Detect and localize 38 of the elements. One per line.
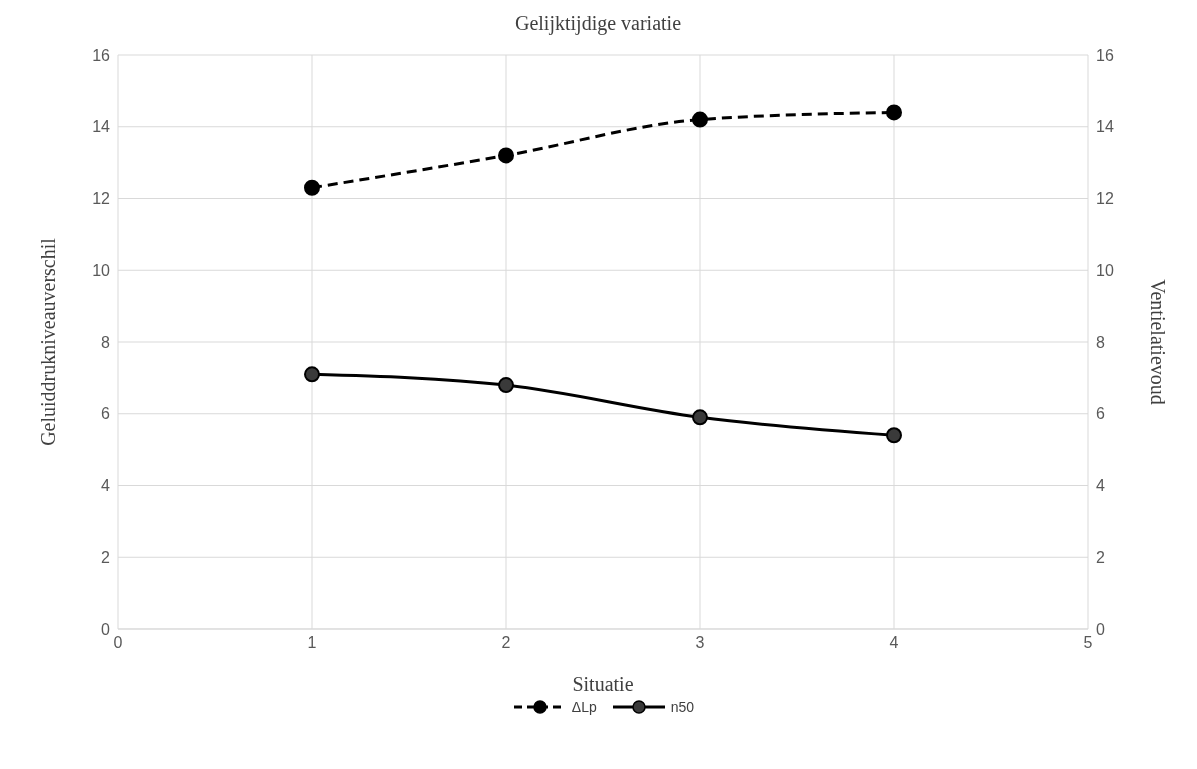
y2-tick-label: 2	[1096, 548, 1105, 566]
point	[886, 104, 902, 121]
y-axis-title: Geluiddrukniveauverschil	[37, 237, 60, 446]
point	[886, 427, 902, 444]
y-tick-label: 6	[101, 405, 111, 423]
y-tick-label: 10	[92, 261, 111, 279]
x-tick-label: 0	[113, 634, 123, 652]
y-tick-label: 8	[101, 333, 111, 351]
point	[692, 409, 708, 426]
point	[498, 147, 514, 164]
x-tick-label: 2	[501, 634, 511, 652]
x-tick-label: 4	[889, 634, 899, 652]
y2-tick-label: 4	[1096, 477, 1105, 495]
y-tick-label: 14	[92, 118, 111, 136]
x-tick-label: 5	[1083, 634, 1093, 652]
legend-label: ΔLp	[570, 699, 597, 715]
y2-tick-label: 14	[1096, 118, 1114, 136]
y2-tick-label: 10	[1096, 261, 1114, 279]
point	[304, 366, 320, 383]
y2-tick-label: 8	[1096, 333, 1105, 351]
point	[498, 377, 514, 394]
chart-title: Gelijktijdige variatie	[513, 12, 683, 35]
y2-tick-label: 12	[1096, 190, 1114, 208]
y-tick-label: 0	[101, 620, 111, 638]
y-tick-label: 12	[92, 190, 111, 208]
point	[692, 111, 708, 128]
y2-axis-title: Ventielatievoud	[1146, 279, 1169, 405]
x-axis-title: Situatie	[572, 673, 634, 695]
y2-tick-label: 0	[1096, 620, 1105, 638]
point	[304, 179, 320, 196]
legend-label: n50	[669, 699, 695, 715]
y-tick-label: 16	[92, 46, 111, 64]
y2-tick-label: 16	[1096, 46, 1114, 64]
y2-tick-label: 6	[1096, 405, 1105, 423]
y-tick-label: 2	[101, 548, 111, 566]
y-tick-label: 4	[101, 477, 111, 495]
x-tick-label: 1	[307, 634, 317, 652]
x-tick-label: 3	[695, 634, 705, 652]
